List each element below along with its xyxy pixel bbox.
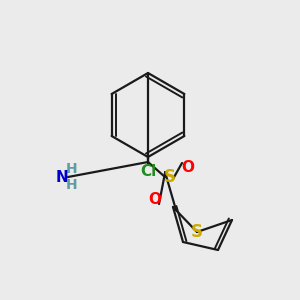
Text: Cl: Cl	[140, 164, 156, 178]
Text: H: H	[66, 178, 78, 192]
Text: S: S	[164, 168, 176, 186]
Text: N: N	[56, 169, 68, 184]
Text: H: H	[66, 162, 78, 176]
Text: O: O	[148, 193, 161, 208]
Text: S: S	[191, 223, 203, 241]
Text: O: O	[182, 160, 194, 175]
